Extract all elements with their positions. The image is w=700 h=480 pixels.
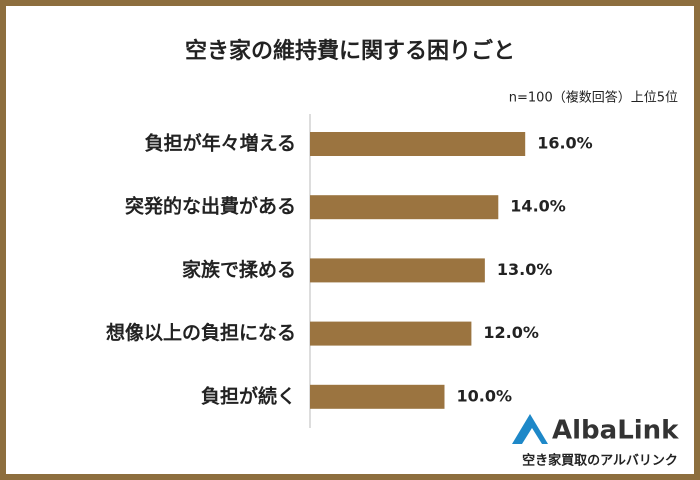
bar bbox=[310, 321, 472, 346]
value-label: 12.0% bbox=[483, 323, 539, 342]
category-label: 家族で揉める bbox=[182, 258, 296, 281]
bar bbox=[310, 258, 485, 283]
bar bbox=[310, 384, 445, 409]
chart-title: 空き家の維持費に関する困りごと bbox=[185, 38, 515, 64]
chart-subtitle: n=100（複数回答）上位5位 bbox=[509, 90, 678, 106]
category-label: 負担が年々増える bbox=[145, 132, 296, 155]
bar bbox=[310, 195, 499, 220]
bar bbox=[310, 132, 526, 156]
value-label: 10.0% bbox=[457, 386, 513, 405]
logo-tagline: 空き家買取のアルバリンク bbox=[522, 453, 678, 469]
value-label: 14.0% bbox=[510, 197, 566, 216]
value-label: 16.0% bbox=[537, 134, 593, 153]
logo-name: AlbaLink bbox=[552, 416, 679, 446]
category-label: 突発的な出費がある bbox=[125, 195, 296, 218]
category-label: 負担が続く bbox=[201, 384, 296, 407]
value-label: 13.0% bbox=[497, 260, 553, 279]
category-label: 想像以上の負担になる bbox=[106, 321, 296, 344]
logo: AlbaLink 空き家買取のアルバリンク bbox=[512, 414, 679, 469]
logo-icon bbox=[512, 414, 548, 444]
logo-icon-inner bbox=[522, 428, 542, 444]
